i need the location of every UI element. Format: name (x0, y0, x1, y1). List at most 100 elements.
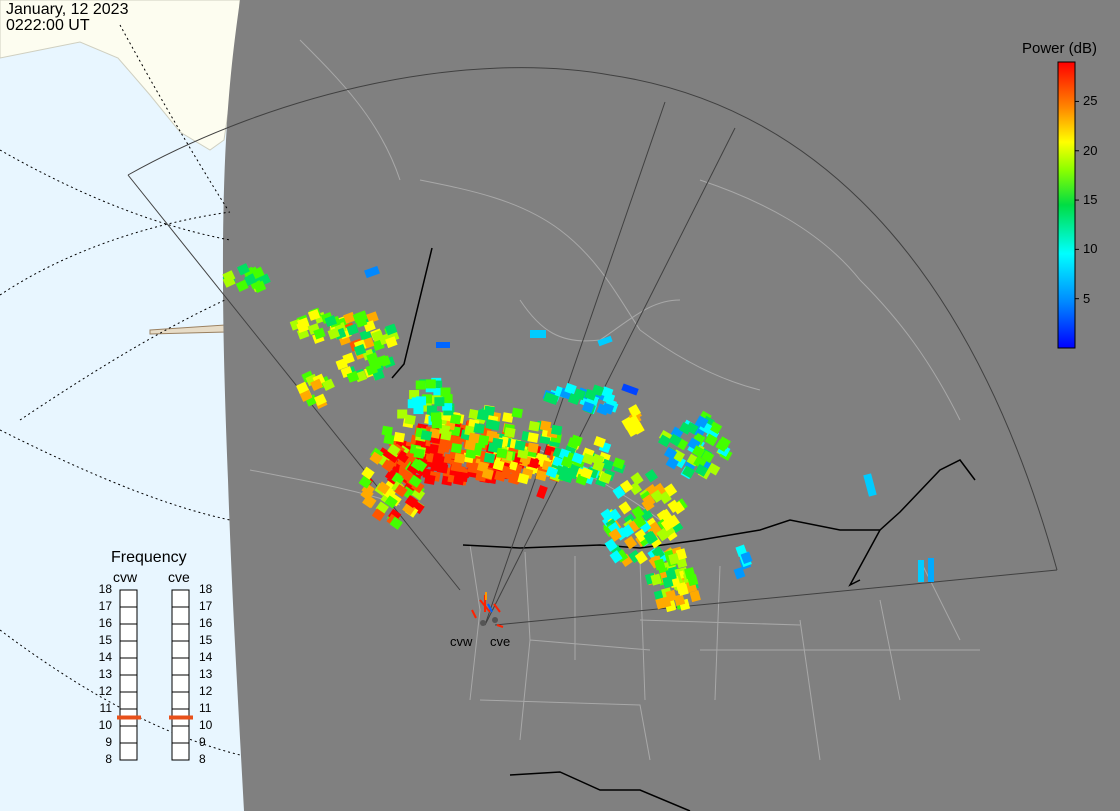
backscatter-cell (704, 433, 718, 447)
backscatter-cell (717, 436, 731, 450)
frequency-title: Frequency (111, 549, 187, 566)
backscatter-cell (415, 380, 426, 390)
backscatter-cell (545, 466, 559, 479)
backscatter-cell (394, 484, 408, 498)
graticule (0, 24, 241, 756)
backscatter-cell (369, 451, 383, 465)
backscatter-cell (604, 538, 618, 552)
backscatter-cell (476, 461, 489, 473)
backscatter-cell (634, 528, 648, 543)
backscatter-cell (665, 456, 679, 470)
backscatter-cell (432, 380, 443, 390)
colorbar-scale (1057, 61, 1076, 349)
backscatter-cell (608, 528, 622, 542)
backscatter-cell (443, 406, 454, 416)
backscatter-cell (496, 447, 508, 459)
frequency-tick-label-cvw: 9 (105, 735, 112, 749)
backscatter-cell (630, 472, 644, 486)
backscatter-cell (733, 566, 746, 580)
backscatter-cell (436, 342, 450, 348)
backscatter-cell (393, 431, 406, 443)
backscatter-cell (371, 508, 386, 522)
backscatter-cell (429, 428, 441, 439)
backscatter-cell (354, 315, 368, 328)
backscatter-cell (528, 420, 540, 432)
backscatter-cell (658, 490, 672, 505)
backscatter-cell (411, 487, 426, 501)
colorbar-tick-label: 15 (1083, 192, 1098, 208)
backscatter-cell (656, 528, 670, 542)
backscatter-cells (222, 263, 934, 613)
backscatter-cell (667, 499, 681, 513)
backscatter-cell (612, 457, 626, 470)
backscatter-cell (643, 530, 657, 545)
backscatter-cell (668, 433, 682, 447)
backscatter-cell (591, 384, 605, 397)
frequency-tick-label-cve: 18 (199, 582, 213, 596)
backscatter-cell (442, 401, 453, 411)
colorbar-ticks (1075, 100, 1079, 300)
backscatter-cell (675, 548, 687, 561)
backscatter-cell (647, 525, 661, 539)
backscatter-cell (642, 494, 656, 508)
backscatter-cell (654, 558, 666, 571)
radar-site-markers (471, 592, 504, 628)
backscatter-cell (631, 421, 645, 435)
backscatter-cell (491, 437, 504, 449)
backscatter-cell (436, 462, 449, 474)
backscatter-cell (571, 452, 585, 465)
backscatter-cell (657, 434, 672, 448)
colorbar-tick-label: 20 (1083, 142, 1098, 158)
backscatter-cell (404, 414, 416, 425)
frequency-panel (117, 589, 193, 761)
backscatter-cell (682, 465, 696, 479)
backscatter-cell (527, 432, 539, 443)
backscatter-cell (376, 481, 391, 495)
backscatter-cell (918, 560, 924, 582)
backscatter-cell (600, 508, 614, 522)
frequency-tick-label-cvw: 16 (98, 616, 112, 630)
frequency-tick-label-cvw: 15 (98, 633, 112, 647)
backscatter-cell (628, 404, 641, 418)
backscatter-cell (413, 448, 425, 459)
backscatter-cell (609, 550, 623, 564)
backscatter-cell (602, 392, 616, 405)
frequency-tick-label-cve: 11 (199, 701, 212, 715)
national-borders (391, 247, 976, 811)
backscatter-cell (364, 265, 380, 279)
backscatter-cell (406, 462, 421, 476)
radar-site-label-cve: cve (490, 634, 511, 649)
backscatter-cell (740, 551, 753, 565)
backscatter-cell (668, 552, 680, 565)
frequency-tick-label-cvw: 14 (98, 650, 112, 664)
backscatter-cell (322, 378, 335, 392)
backscatter-cell (366, 311, 379, 324)
backscatter-cell (543, 391, 556, 404)
backscatter-cell (651, 546, 665, 560)
backscatter-cell (511, 407, 523, 419)
radar-fov (127, 67, 1058, 626)
backscatter-cell (408, 474, 422, 488)
backscatter-cell (425, 379, 436, 389)
backscatter-cell (335, 358, 349, 371)
backscatter-cell (492, 459, 505, 471)
backscatter-cell (236, 263, 250, 276)
backscatter-cell (389, 516, 403, 530)
backscatter-cell (928, 558, 934, 582)
backscatter-cell (384, 323, 398, 336)
backscatter-cell (591, 453, 605, 466)
backscatter-cell (440, 387, 451, 397)
frequency-tick-label-cvw: 17 (98, 599, 112, 613)
backscatter-cell (343, 311, 356, 324)
backscatter-cell (426, 405, 437, 415)
backscatter-cell (517, 448, 529, 459)
backscatter-cell (421, 402, 432, 412)
radar-site-cve (492, 617, 498, 623)
backscatter-cell (599, 472, 612, 484)
backscatter-cell (502, 412, 514, 423)
backscatter-cell (527, 442, 539, 454)
colorbar-tick-label: 25 (1083, 93, 1098, 109)
backscatter-cell (383, 434, 395, 445)
